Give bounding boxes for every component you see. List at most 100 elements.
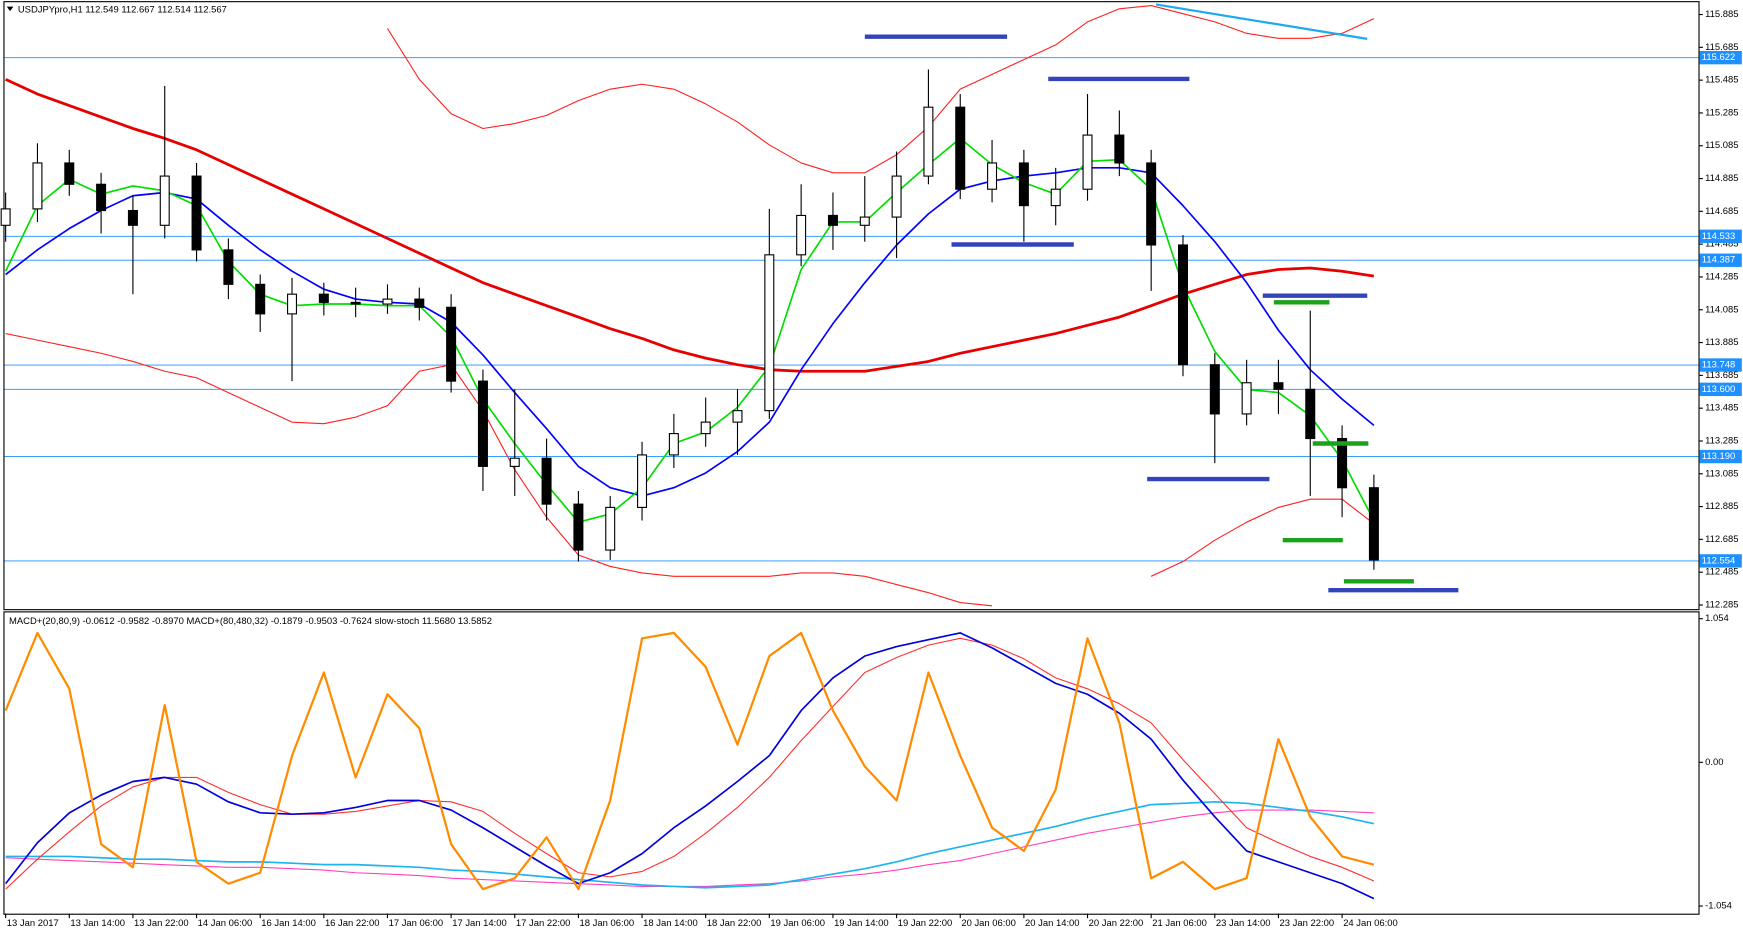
indicator-line	[4, 632, 1375, 900]
y-tick-label: 113.485	[1705, 403, 1738, 414]
indicator-line	[5, 167, 1375, 497]
level-label: 112.554	[1702, 555, 1735, 566]
level-label-box	[1699, 449, 1742, 464]
y-tick-label: 115.885	[1705, 9, 1738, 20]
y-tick-label: 112.485	[1705, 567, 1738, 578]
candle-body	[1146, 162, 1157, 246]
y-tick-label: 112.285	[1705, 600, 1738, 611]
candle-body	[573, 503, 584, 551]
candle-body	[859, 216, 870, 226]
level-label: 113.190	[1702, 451, 1735, 462]
y-tick-label: -1.054	[1705, 901, 1732, 912]
y-tick-label: 113.285	[1705, 435, 1738, 446]
level-label-box	[1699, 358, 1742, 372]
y-tick-label: 112.885	[1705, 501, 1738, 512]
candle-body	[1177, 244, 1188, 366]
candle-body	[732, 410, 743, 423]
drawn-objects	[864, 3, 1459, 593]
candle-body	[668, 433, 679, 456]
candle-body	[1241, 382, 1252, 415]
candle-body	[605, 506, 616, 551]
x-tick-label: 17 Jan 22:00	[516, 918, 571, 929]
candle-body	[477, 380, 488, 467]
indicator-line	[5, 637, 1375, 890]
indicator-panel-frame	[3, 611, 1700, 915]
y-tick-label: 114.685	[1705, 206, 1738, 217]
candle-body	[541, 457, 552, 505]
level-label-box	[1699, 382, 1742, 396]
level-label: 114.533	[1702, 231, 1735, 242]
candle-body	[987, 162, 998, 190]
y-tick-label: 115.485	[1705, 75, 1738, 86]
x-tick-label: 17 Jan 14:00	[452, 918, 507, 929]
x-tick-label: 16 Jan 22:00	[325, 918, 380, 929]
candle-body	[1273, 382, 1284, 390]
y-tick-label: 114.485	[1705, 239, 1738, 250]
candle-body	[1305, 388, 1316, 440]
candle-body	[32, 162, 43, 210]
x-tick-label: 20 Jan 06:00	[961, 918, 1016, 929]
y-tick-label: 0.00	[1705, 757, 1723, 768]
indicator-line	[4, 631, 1375, 891]
candle-body	[255, 283, 266, 315]
indicator-line	[5, 78, 1375, 373]
candle-body	[414, 298, 425, 308]
indicator-line	[5, 801, 1375, 889]
level-label: 115.622	[1702, 52, 1735, 63]
candle-body	[1082, 134, 1093, 190]
indicator-header: MACD+(20,80,9) -0.0612 -0.9582 -0.8970 M…	[9, 616, 492, 627]
level-label-box	[1699, 253, 1742, 267]
x-tick-label: 13 Jan 2017	[7, 918, 59, 929]
level-label: 113.748	[1702, 360, 1735, 371]
x-tick-label: 14 Jan 06:00	[198, 918, 253, 929]
y-tick-label: 112.685	[1705, 534, 1738, 545]
candle-body	[159, 175, 170, 226]
x-tick-label: 19 Jan 22:00	[898, 918, 953, 929]
level-label-box	[1699, 554, 1742, 568]
candle-body	[1050, 188, 1061, 207]
x-tick-label: 23 Jan 22:00	[1280, 918, 1335, 929]
candle-body	[637, 454, 648, 508]
trend-line[interactable]	[1155, 3, 1368, 40]
candle-body	[923, 106, 934, 177]
y-tick-label: 113.685	[1705, 370, 1738, 381]
x-tick-label: 13 Jan 14:00	[70, 918, 125, 929]
candle-body	[382, 298, 393, 305]
level-label: 113.600	[1702, 384, 1735, 395]
candle-body	[509, 457, 520, 467]
y-tick-label: 115.085	[1705, 140, 1738, 151]
level-label: 114.387	[1702, 255, 1735, 266]
x-tick-label: 24 Jan 06:00	[1343, 918, 1398, 929]
candle-body	[1209, 364, 1220, 415]
candle-body	[446, 306, 457, 382]
x-tick-label: 18 Jan 22:00	[707, 918, 762, 929]
x-tick-label: 18 Jan 06:00	[580, 918, 635, 929]
candle-body	[1018, 162, 1029, 207]
candle-body	[64, 162, 75, 185]
y-tick-label: 113.085	[1705, 468, 1738, 479]
candle-body	[764, 254, 775, 412]
candle-body	[891, 175, 902, 218]
candle-body	[350, 301, 361, 305]
candle-body	[0, 208, 11, 226]
x-tick-label: 13 Jan 22:00	[134, 918, 189, 929]
x-tick-label: 18 Jan 14:00	[643, 918, 698, 929]
indicator-line	[386, 5, 1375, 174]
menu-triangle[interactable]	[6, 6, 14, 12]
x-tick-label: 16 Jan 14:00	[261, 918, 316, 929]
x-tick-label: 20 Jan 22:00	[1089, 918, 1144, 929]
symbol-header: USDJPYpro,H1 112.549 112.667 112.514 112…	[18, 5, 227, 16]
y-tick-label: 114.885	[1705, 173, 1738, 184]
candle-body	[287, 293, 298, 315]
y-tick-label: 115.685	[1705, 42, 1738, 53]
candle-body	[700, 421, 711, 435]
price-panel-frame	[3, 1, 1700, 611]
candle-body	[318, 293, 329, 303]
x-tick-label: 23 Jan 14:00	[1216, 918, 1271, 929]
y-tick-label: 1.054	[1705, 613, 1729, 624]
x-tick-label: 21 Jan 06:00	[1152, 918, 1207, 929]
candle-body	[96, 183, 107, 212]
